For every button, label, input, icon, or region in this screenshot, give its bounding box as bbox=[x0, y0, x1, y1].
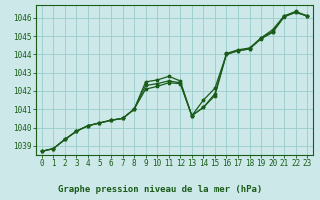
Text: Graphe pression niveau de la mer (hPa): Graphe pression niveau de la mer (hPa) bbox=[58, 185, 262, 194]
